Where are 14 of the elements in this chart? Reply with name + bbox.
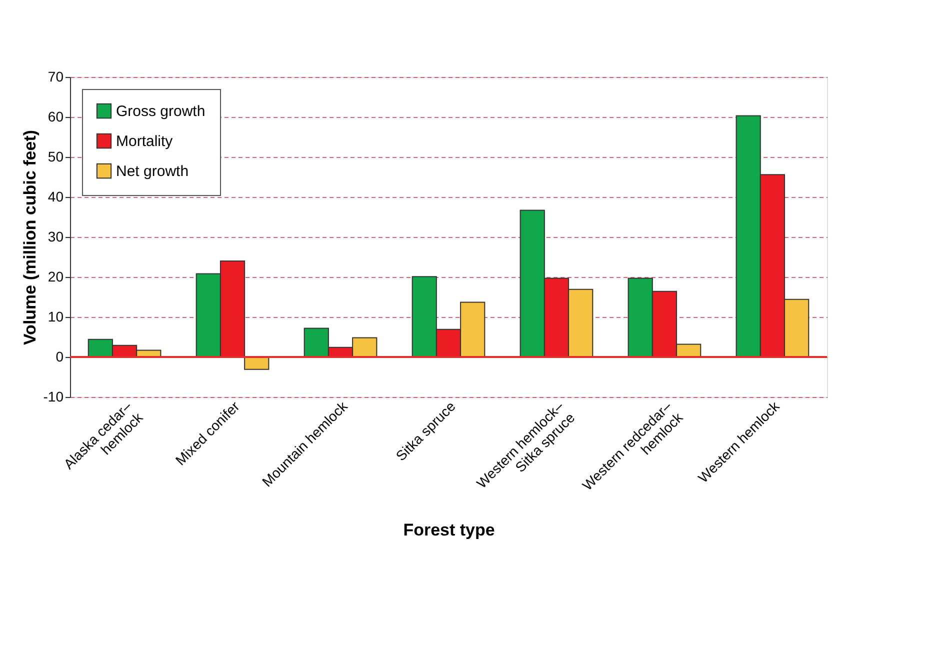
y-tick-label: 40: [48, 188, 64, 204]
y-axis-title: Volume (million cubic feet): [20, 130, 40, 346]
legend-label: Net growth: [116, 163, 189, 180]
y-tick-label: -10: [43, 388, 64, 404]
y-tick-label: 70: [48, 68, 64, 84]
legend-label: Gross growth: [116, 103, 206, 120]
y-tick-label: 0: [56, 348, 64, 364]
legend-label: Mortality: [116, 133, 174, 150]
y-tick-label: 20: [48, 268, 64, 284]
x-axis-title: Forest type: [403, 520, 495, 540]
y-tick-label: 50: [48, 148, 64, 164]
y-tick-label: 10: [48, 308, 64, 324]
y-tick-label: 30: [48, 228, 64, 244]
y-tick-label: 60: [48, 108, 64, 124]
